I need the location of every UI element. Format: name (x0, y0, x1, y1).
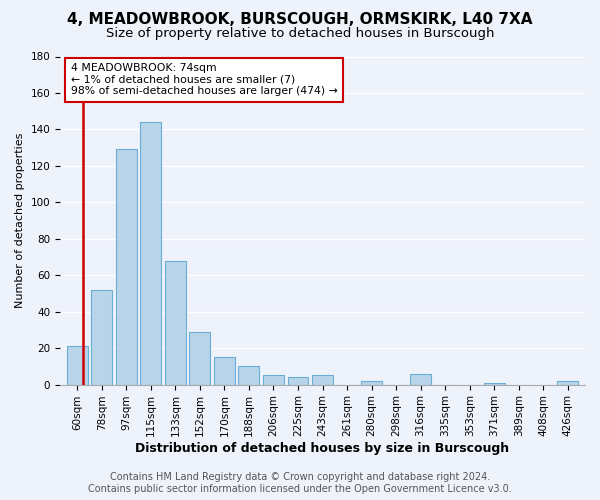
Bar (190, 332, 210, 384)
Bar (361, 381, 382, 384)
Bar (263, 376, 284, 384)
Bar (238, 366, 259, 384)
Y-axis label: Number of detached properties: Number of detached properties (15, 133, 25, 308)
Bar (557, 381, 578, 384)
Text: Contains HM Land Registry data © Crown copyright and database right 2024.
Contai: Contains HM Land Registry data © Crown c… (88, 472, 512, 494)
Text: 4 MEADOWBROOK: 74sqm
← 1% of detached houses are smaller (7)
98% of semi-detache: 4 MEADOWBROOK: 74sqm ← 1% of detached ho… (71, 63, 337, 96)
Bar (312, 376, 333, 384)
Text: Size of property relative to detached houses in Burscough: Size of property relative to detached ho… (106, 28, 494, 40)
Bar (165, 260, 186, 384)
Bar (287, 378, 308, 384)
Bar (67, 346, 88, 385)
Bar (140, 122, 161, 384)
Bar (484, 383, 505, 384)
Bar (214, 358, 235, 384)
Bar (410, 374, 431, 384)
Text: 4, MEADOWBROOK, BURSCOUGH, ORMSKIRK, L40 7XA: 4, MEADOWBROOK, BURSCOUGH, ORMSKIRK, L40… (67, 12, 533, 28)
Bar (91, 290, 112, 384)
X-axis label: Distribution of detached houses by size in Burscough: Distribution of detached houses by size … (136, 442, 509, 455)
Bar (116, 150, 137, 384)
